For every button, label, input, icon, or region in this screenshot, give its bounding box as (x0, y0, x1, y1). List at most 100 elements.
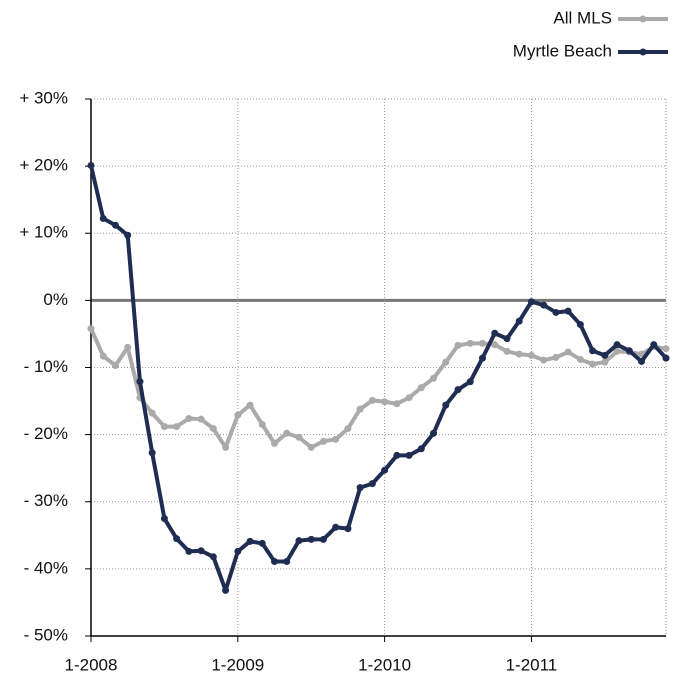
data-point (234, 411, 242, 419)
data-point (283, 557, 291, 565)
data-point (430, 429, 438, 437)
data-point (307, 443, 315, 451)
data-point (491, 341, 499, 349)
data-point (454, 341, 462, 349)
x-tick-label: 1-2011 (506, 655, 558, 674)
data-point (613, 341, 621, 349)
data-point (576, 321, 584, 329)
y-tick-label: - 40% (24, 558, 68, 577)
data-point (466, 378, 474, 386)
data-point (258, 421, 266, 429)
legend-marker (639, 48, 647, 56)
data-point (99, 352, 107, 360)
y-tick-label: 0% (43, 290, 68, 309)
data-point (662, 345, 670, 353)
data-point (148, 409, 156, 417)
x-tick-label: 1-2009 (211, 655, 264, 674)
data-point (442, 358, 450, 366)
legend-marker (639, 15, 647, 23)
data-point (466, 339, 474, 347)
data-point (185, 415, 193, 423)
data-point (540, 301, 548, 309)
data-point (271, 557, 279, 565)
data-point (209, 553, 217, 561)
data-point (442, 401, 450, 409)
data-point (356, 484, 364, 492)
y-tick-label: + 20% (19, 156, 68, 175)
data-point (185, 547, 193, 555)
data-point (405, 394, 413, 402)
data-point (111, 221, 119, 229)
data-point (124, 343, 132, 351)
data-point (527, 351, 535, 359)
y-tick-label: + 30% (19, 88, 68, 107)
data-point (295, 433, 303, 441)
data-point (527, 298, 535, 306)
data-point (87, 161, 95, 169)
data-point (319, 437, 327, 445)
data-point (307, 535, 315, 543)
data-point (552, 308, 560, 316)
data-point (393, 451, 401, 459)
data-point (540, 356, 548, 364)
legend-label: Myrtle Beach (513, 41, 612, 60)
data-point (160, 515, 168, 523)
data-point (160, 423, 168, 431)
data-point (356, 405, 364, 413)
data-point (197, 547, 205, 555)
data-point (576, 355, 584, 363)
x-tick-label: 1-2008 (65, 655, 118, 674)
data-point (491, 329, 499, 337)
data-point (564, 307, 572, 315)
y-tick-label: + 10% (19, 223, 68, 242)
y-tick-label: - 10% (24, 357, 68, 376)
data-point (234, 547, 242, 555)
data-point (589, 360, 597, 368)
data-point (209, 425, 217, 433)
data-point (601, 351, 609, 359)
legend-label: All MLS (553, 8, 612, 27)
data-point (478, 339, 486, 347)
y-tick-label: - 30% (24, 491, 68, 510)
data-point (478, 354, 486, 362)
data-point (454, 386, 462, 394)
data-point (246, 537, 254, 545)
x-tick-label: 1-2010 (358, 655, 411, 674)
data-point (124, 231, 132, 239)
data-point (136, 378, 144, 386)
data-point (173, 535, 181, 543)
data-point (589, 347, 597, 355)
data-point (368, 396, 376, 404)
data-point (650, 341, 658, 349)
data-point (601, 358, 609, 366)
series-line (89, 165, 668, 593)
data-point (405, 451, 413, 459)
data-point (332, 523, 340, 531)
data-point (246, 401, 254, 409)
data-point (368, 480, 376, 488)
data-point (393, 400, 401, 408)
data-point (271, 439, 279, 447)
data-point (381, 398, 389, 406)
data-point (295, 537, 303, 545)
data-point (417, 384, 425, 392)
data-point (625, 347, 633, 355)
data-point (503, 347, 511, 355)
data-point (662, 354, 670, 362)
data-point (344, 525, 352, 533)
data-point (613, 347, 621, 355)
data-point (283, 429, 291, 437)
data-point (258, 539, 266, 547)
data-point (417, 445, 425, 453)
data-point (381, 466, 389, 474)
data-point (503, 335, 511, 343)
data-point (99, 214, 107, 222)
data-point (552, 353, 560, 361)
y-tick-label: - 20% (24, 424, 68, 443)
data-point (148, 449, 156, 457)
data-point (430, 374, 438, 382)
y-tick-label: - 50% (24, 625, 68, 644)
data-point (344, 425, 352, 433)
data-point (515, 350, 523, 358)
